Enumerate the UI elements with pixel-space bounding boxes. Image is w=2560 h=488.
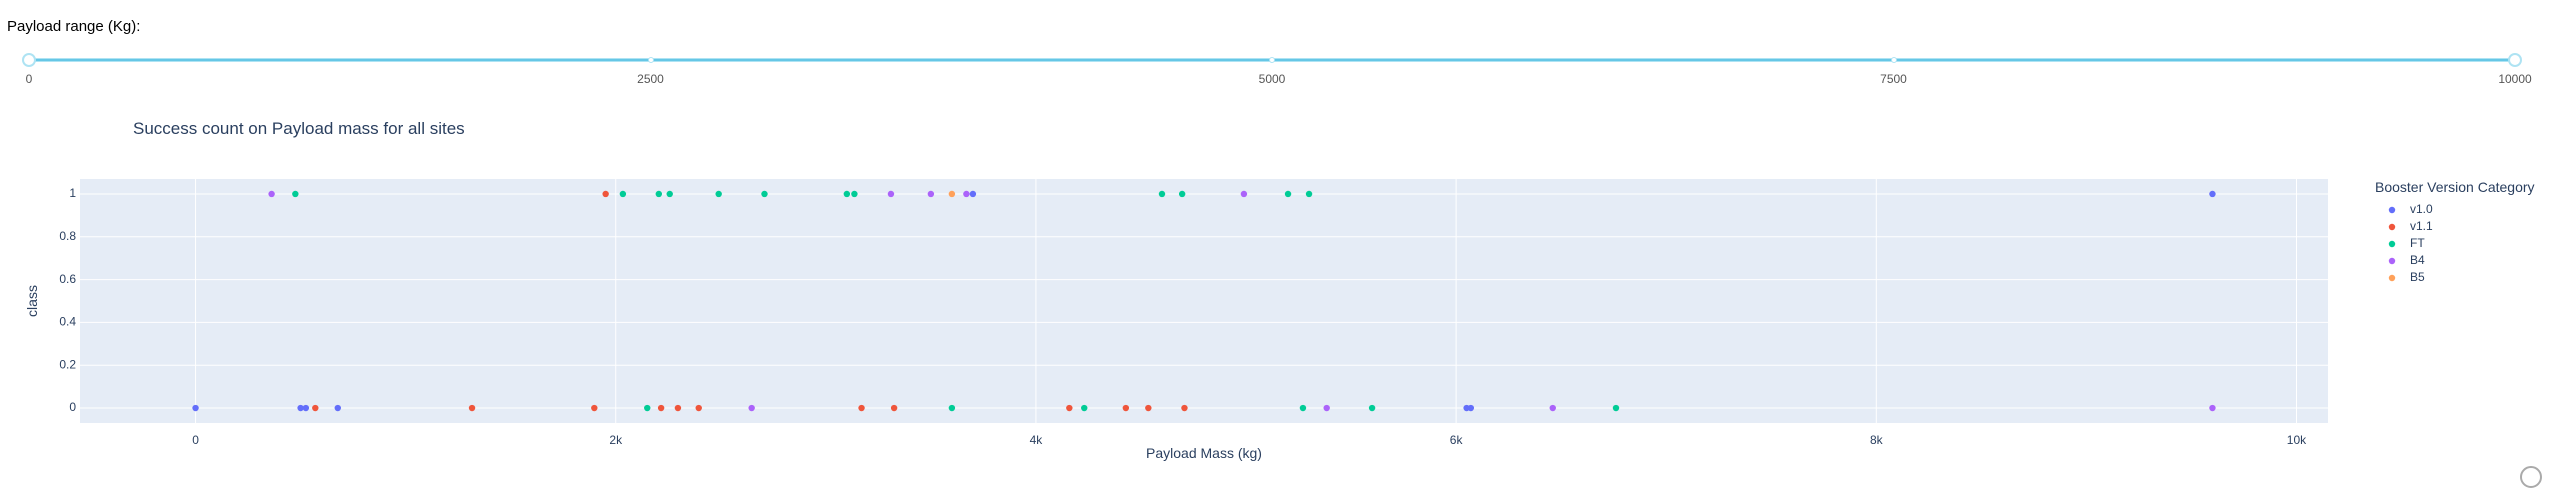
data-point-FT [619,190,627,198]
legend-marker [2388,257,2396,265]
data-point-FT [761,190,768,198]
data-point-v1-0 [969,190,977,198]
data-point-v1-1 [468,404,476,412]
slider-handle-min[interactable] [22,53,36,67]
x-tick-label: 6k [1450,433,1464,447]
data-point-B4 [1240,190,1248,198]
data-point-v1-1 [1181,404,1188,412]
y-tick-label: 0 [69,400,76,414]
slider-mark-dot[interactable] [1890,57,1897,63]
x-tick-label: 10k [2287,433,2307,447]
data-point-FT [843,190,851,198]
legend-entry: B5 [2410,270,2425,284]
payload-range-slider[interactable]: 0 2500 5000 7500 10000 [0,48,2560,88]
data-point-B4 [2209,404,2216,412]
data-point-v1-0 [192,404,199,412]
data-point-v1-1 [1122,404,1130,412]
legend-marker [2388,274,2396,282]
data-point-v1-0 [297,404,304,412]
data-point-v1-1 [602,190,609,198]
x-tick-label: 0 [192,433,199,447]
data-point-FT [1299,404,1307,412]
data-point-v1-1 [1066,404,1073,412]
legend-entry: v1.0 [2410,202,2433,216]
data-point-FT [948,404,956,412]
data-point-B4 [748,404,755,412]
x-tick-label: 8k [1870,433,1884,447]
slider-mark-dot[interactable] [1269,57,1275,63]
legend-entry: FT [2410,236,2425,250]
data-point-v1-0 [334,404,341,412]
data-point-v1-1 [890,404,898,412]
legend-entry: v1.1 [2410,219,2433,233]
success-payload-scatter-chart: Success count on Payload mass for all si… [24,119,2535,461]
data-point-B4 [1549,404,1556,412]
data-point-v1-1 [674,404,682,412]
data-point-v1-1 [591,404,598,412]
y-tick-label: 0.8 [59,229,76,243]
data-point-FT [644,404,651,412]
data-point-FT [1178,190,1186,198]
slider-mark-dot[interactable] [647,57,654,63]
legend-marker [2388,240,2396,248]
y-tick-label: 1 [69,186,76,200]
x-axis-title: Payload Mass (kg) [1146,445,1262,461]
payload-slider-title: Payload range (Kg): [7,18,141,35]
y-tick-label: 0.2 [59,357,76,371]
y-tick-label: 0.6 [59,272,76,286]
data-point-FT [292,190,299,198]
data-point-FT [1612,404,1620,412]
x-tick-label: 2k [609,433,623,447]
data-point-v1-0 [2209,190,2216,198]
data-point-v1-0 [302,404,310,412]
data-point-v1-1 [858,404,865,412]
slider-mark-label[interactable]: 5000 [1258,72,1286,86]
data-point-B4 [963,190,970,198]
data-point-FT [715,190,722,198]
legend-marker [2388,206,2396,214]
slider-mark-label[interactable]: 7500 [1880,72,1907,86]
chart-title: Success count on Payload mass for all si… [133,119,465,138]
y-tick-label: 0.4 [59,315,76,329]
data-point-FT [1368,404,1376,412]
data-point-B5 [948,190,956,198]
legend-marker [2388,223,2396,231]
data-point-v1-1 [695,404,702,412]
data-point-FT [1158,190,1166,198]
data-point-FT [666,190,673,198]
data-point-FT [655,190,663,198]
data-point-B4 [927,190,935,198]
data-point-v1-1 [657,404,665,412]
slider-mark-label[interactable]: 0 [25,72,33,86]
slider-mark-label[interactable]: 2500 [637,72,664,86]
slider-mark-label[interactable]: 10000 [2498,72,2532,86]
legend-title: Booster Version Category [2375,179,2535,195]
data-point-v1-0 [1463,404,1470,412]
data-point-FT [1284,190,1292,198]
slider-handle-max[interactable] [2508,53,2522,67]
data-point-v1-1 [312,404,319,412]
data-point-B4 [1323,404,1330,412]
plot-area [80,179,2328,423]
data-point-FT [1081,404,1088,412]
data-point-v1-1 [1145,404,1152,412]
data-point-FT [1305,190,1313,198]
chat-icon[interactable] [2520,466,2542,488]
legend-entry: B4 [2410,253,2425,267]
data-point-B4 [887,190,895,198]
data-point-B4 [268,190,275,198]
x-tick-label: 4k [1030,433,1044,447]
data-point-FT [851,190,858,198]
y-axis-title: class [24,285,40,317]
